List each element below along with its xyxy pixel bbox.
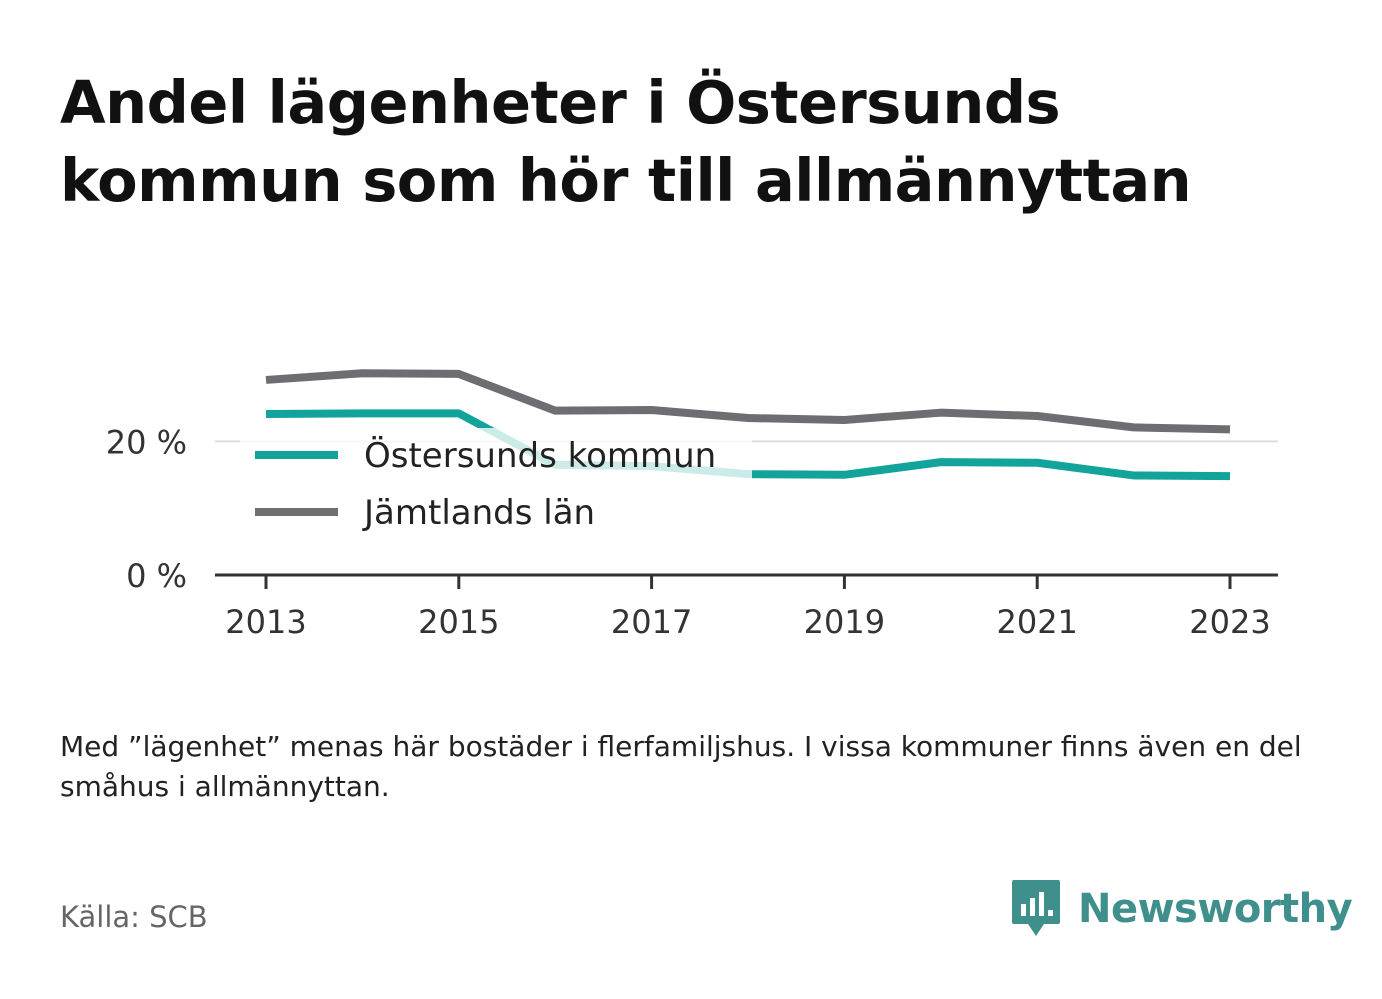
chart-title: Andel lägenheter i Östersunds kommun som… <box>60 68 1192 215</box>
chart-note: Med ”lägenhet” menas här bostäder i fler… <box>60 730 1302 803</box>
legend-background <box>240 428 752 546</box>
x-tick-label: 2021 <box>996 603 1077 641</box>
legend-label: Östersunds kommun <box>364 435 716 476</box>
source-label: Källa: SCB <box>60 900 208 934</box>
y-tick-label: 0 % <box>126 557 187 595</box>
x-tick-label: 2015 <box>418 603 499 641</box>
legend: Östersunds kommun Jämtlands län <box>240 428 752 546</box>
legend-label: Jämtlands län <box>362 493 595 533</box>
series-line <box>265 369 1231 434</box>
x-tick-label: 2013 <box>225 603 306 641</box>
line-chart: 0 % 20 % 2013 2015 2017 2019 2021 2023 Östersu… <box>106 369 1278 641</box>
bar-chart-speech-bubble-icon <box>1012 880 1060 936</box>
x-tick-label: 2019 <box>804 603 885 641</box>
newsworthy-logo: Newsworthy <box>1010 878 1353 940</box>
x-tick-label: 2023 <box>1189 603 1270 641</box>
x-axis: 2013 2015 2017 2019 2021 2023 <box>215 573 1278 641</box>
x-tick-label: 2017 <box>611 603 692 641</box>
brand-name: Newsworthy <box>1078 886 1353 932</box>
y-tick-label: 20 % <box>106 423 187 461</box>
